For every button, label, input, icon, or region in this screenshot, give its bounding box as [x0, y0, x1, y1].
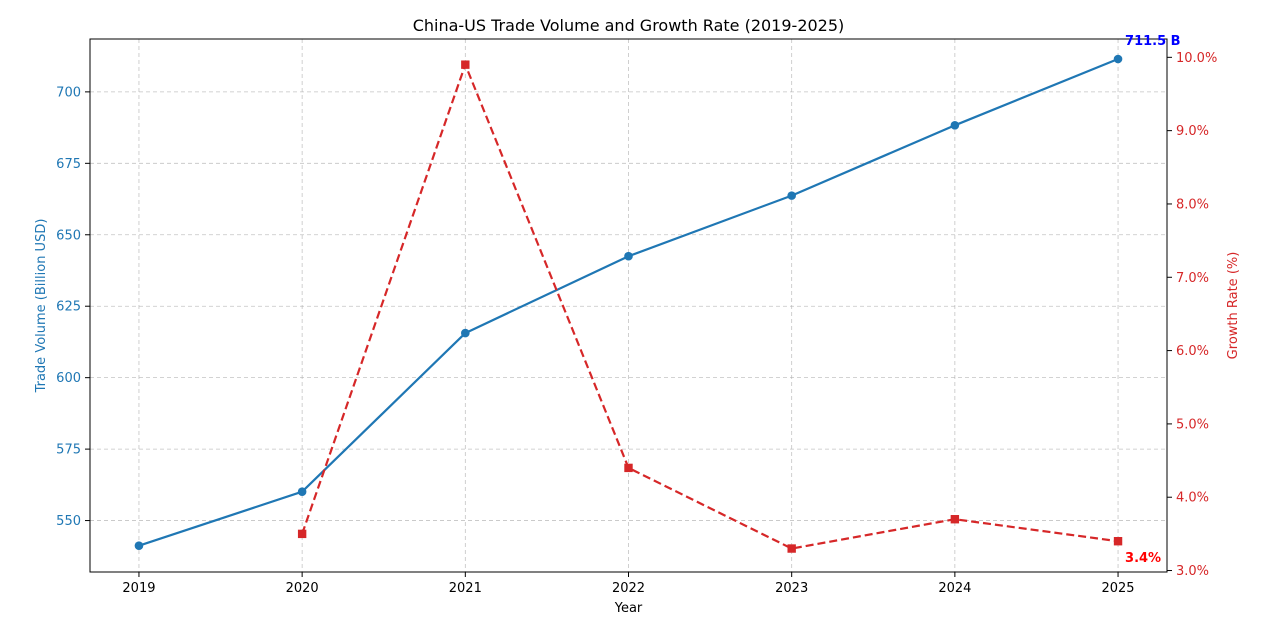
- data-point-left: [787, 191, 796, 200]
- y-left-tick-label: 600: [56, 371, 81, 386]
- y-left-tick-label: 675: [56, 157, 81, 172]
- x-tick-label: 2023: [775, 581, 808, 596]
- y-left-tick-label: 625: [56, 300, 81, 315]
- data-point-left: [461, 328, 470, 338]
- series-right: [297, 60, 1123, 553]
- x-tick-label: 2021: [449, 581, 482, 596]
- series-layer: [134, 54, 1123, 553]
- y-right-axis-title: Growth Rate (%): [1226, 252, 1241, 360]
- data-point-right: [950, 515, 960, 524]
- series-left: [134, 54, 1123, 551]
- y-left-tick-label: 575: [56, 443, 81, 458]
- x-tick-label: 2020: [286, 581, 319, 596]
- data-point-right: [624, 463, 633, 473]
- data-point-left: [624, 251, 633, 261]
- data-point-right: [787, 544, 796, 553]
- y-right-tick-label: 7.0%: [1176, 271, 1209, 286]
- data-point-right: [1113, 537, 1123, 546]
- annotation-label-left: 711.5 B: [1125, 34, 1181, 49]
- series-line-right: [301, 63, 1119, 550]
- x-tick-label: 2025: [1101, 581, 1134, 596]
- data-point-left: [950, 121, 960, 130]
- annotation-label-right: 3.4%: [1125, 551, 1161, 566]
- y-right-tick-label: 3.0%: [1176, 564, 1209, 579]
- data-point-right: [461, 60, 470, 69]
- x-axis-title: Year: [614, 601, 643, 616]
- y-right-tick-label: 5.0%: [1176, 417, 1209, 432]
- x-tick-label: 2022: [612, 581, 645, 596]
- y-left-axis-title: Trade Volume (Billion USD): [34, 219, 49, 394]
- data-point-left: [134, 541, 144, 551]
- annotations: 711.5 B 3.4%: [1125, 34, 1181, 566]
- y-left-tick-label: 700: [56, 85, 81, 100]
- y-left-tick-label: 550: [56, 514, 81, 529]
- y-right-tick-label: 4.0%: [1176, 491, 1209, 506]
- y-left-tick-label: 650: [56, 228, 81, 243]
- data-point-right: [297, 529, 307, 539]
- data-point-left: [1113, 54, 1123, 64]
- axes: 2019 2020 2021 2022 2023 2024 2025 550 575 600 625…: [56, 51, 1217, 596]
- y-right-tick-label: 9.0%: [1176, 124, 1209, 139]
- y-right-tick-label: 8.0%: [1176, 197, 1209, 212]
- x-tick-label: 2024: [938, 581, 971, 596]
- grid: [90, 39, 1167, 572]
- y-right-tick-label: 10.0%: [1176, 51, 1217, 66]
- x-tick-label: 2019: [122, 581, 155, 596]
- y-right-tick-label: 6.0%: [1176, 344, 1209, 359]
- data-point-left: [297, 487, 307, 496]
- chart-title: China-US Trade Volume and Growth Rate (2…: [413, 16, 845, 35]
